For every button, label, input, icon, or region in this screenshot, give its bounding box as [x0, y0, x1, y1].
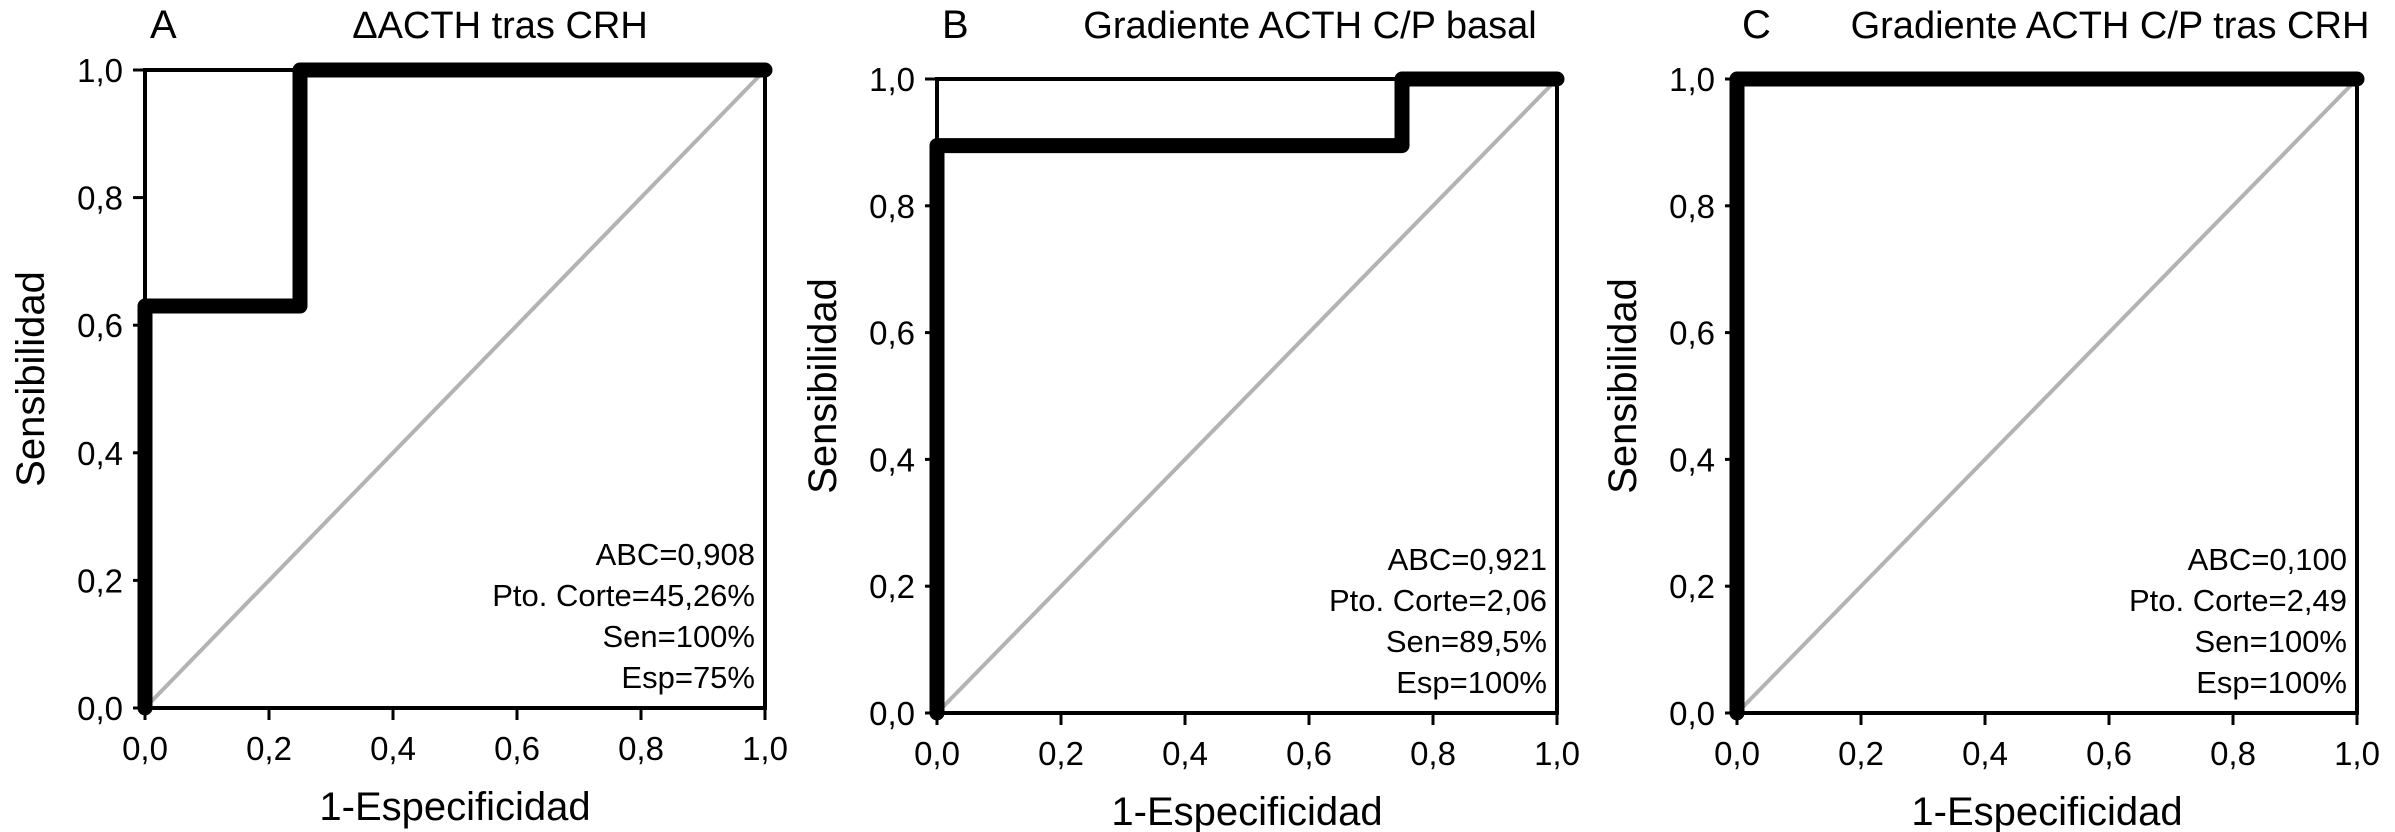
x-tick-label: 0,0	[122, 730, 168, 767]
y-tick-label: 0,2	[1669, 568, 1715, 605]
y-tick-label: 0,4	[869, 441, 915, 478]
stat-annotation: ABC=0,100	[2188, 542, 2347, 577]
stat-annotation: ABC=0,908	[596, 537, 755, 572]
x-tick-label: 0,2	[246, 730, 292, 767]
y-tick-label: 0,6	[1669, 315, 1715, 352]
stat-annotation: ABC=0,921	[1388, 542, 1547, 577]
x-tick-label: 0,8	[618, 730, 664, 767]
y-tick-label: 0,8	[869, 188, 915, 225]
y-tick-label: 0,0	[1669, 695, 1715, 732]
x-tick-label: 0,4	[1962, 735, 2008, 772]
stat-annotation: Esp=75%	[621, 660, 755, 695]
y-tick-label: 0,0	[77, 690, 123, 727]
stat-annotation: Sen=89,5%	[1386, 624, 1547, 659]
stat-annotation: Pto. Corte=45,26%	[492, 578, 755, 613]
x-tick-label: 1,0	[2334, 735, 2380, 772]
x-tick-label: 0,4	[370, 730, 416, 767]
stat-annotation: Sen=100%	[2194, 624, 2347, 659]
y-tick-label: 1,0	[77, 52, 123, 89]
x-tick-label: 0,6	[1286, 735, 1332, 772]
y-tick-label: 0,8	[77, 180, 123, 217]
reference-diagonal	[143, 68, 767, 710]
panel-letter: A	[150, 3, 177, 47]
y-axis-title: Sensibilidad	[9, 271, 53, 487]
roc-panel-b: 0,0 0,2 0,4 0,6 0,8 1,0 0,0 0,2 0,4 0,6 0,8 1,0 1-Es…	[801, 3, 1580, 832]
y-tick-label: 0,2	[869, 568, 915, 605]
x-axis-title: 1-Especificidad	[1911, 790, 2182, 832]
panel-title: Gradiente ACTH C/P basal	[1083, 5, 1536, 47]
y-axis-title: Sensibilidad	[1601, 278, 1645, 494]
x-tick-label: 0,2	[1038, 735, 1084, 772]
reference-diagonal	[1735, 77, 2359, 715]
panel-title: Gradiente ACTH C/P tras CRH	[1851, 5, 2370, 47]
stat-annotation: Esp=100%	[1396, 665, 1547, 700]
stat-annotation: Pto. Corte=2,06	[1329, 583, 1547, 618]
stat-annotation: Sen=100%	[602, 619, 755, 654]
roc-curve	[1729, 71, 2365, 721]
y-tick-label: 0,0	[869, 695, 915, 732]
roc-panel-c: 0,0 0,2 0,4 0,6 0,8 1,0 0,0 0,2 0,4 0,6 0,8 1,0 1-Es…	[1601, 3, 2380, 832]
y-tick-label: 1,0	[869, 61, 915, 98]
y-tick-label: 0,4	[1669, 441, 1715, 478]
x-tick-label: 0,6	[2086, 735, 2132, 772]
stat-annotation: Esp=100%	[2196, 665, 2347, 700]
y-tick-label: 0,8	[1669, 188, 1715, 225]
x-tick-label: 1,0	[1534, 735, 1580, 772]
panel-letter: C	[1742, 3, 1771, 47]
y-tick-label: 0,6	[77, 307, 123, 344]
x-tick-label: 0,2	[1838, 735, 1884, 772]
y-tick-label: 0,4	[77, 435, 123, 472]
roc-curve	[929, 71, 1565, 721]
x-tick-label: 0,0	[1714, 735, 1760, 772]
x-tick-label: 0,8	[1410, 735, 1456, 772]
panel-title: ΔACTH tras CRH	[352, 5, 648, 47]
x-tick-label: 0,8	[2210, 735, 2256, 772]
y-tick-label: 1,0	[1669, 61, 1715, 98]
x-axis-title: 1-Especificidad	[1111, 790, 1382, 832]
y-tick-label: 0,2	[77, 562, 123, 599]
x-tick-label: 0,4	[1162, 735, 1208, 772]
panel-letter: B	[942, 3, 969, 47]
roc-panel-a: 0,0 0,2 0,4 0,6 0,8 1,0 0,0 0,2 0,4 0,6 0,8 1,0 1-Es…	[9, 3, 788, 829]
y-tick-label: 0,6	[869, 315, 915, 352]
x-tick-label: 0,6	[494, 730, 540, 767]
stat-annotation: Pto. Corte=2,49	[2129, 583, 2347, 618]
roc-curve	[137, 62, 773, 716]
x-axis-title: 1-Especificidad	[319, 785, 590, 829]
reference-diagonal	[935, 77, 1559, 715]
y-axis-title: Sensibilidad	[801, 278, 845, 494]
x-tick-label: 0,0	[914, 735, 960, 772]
x-tick-label: 1,0	[742, 730, 788, 767]
